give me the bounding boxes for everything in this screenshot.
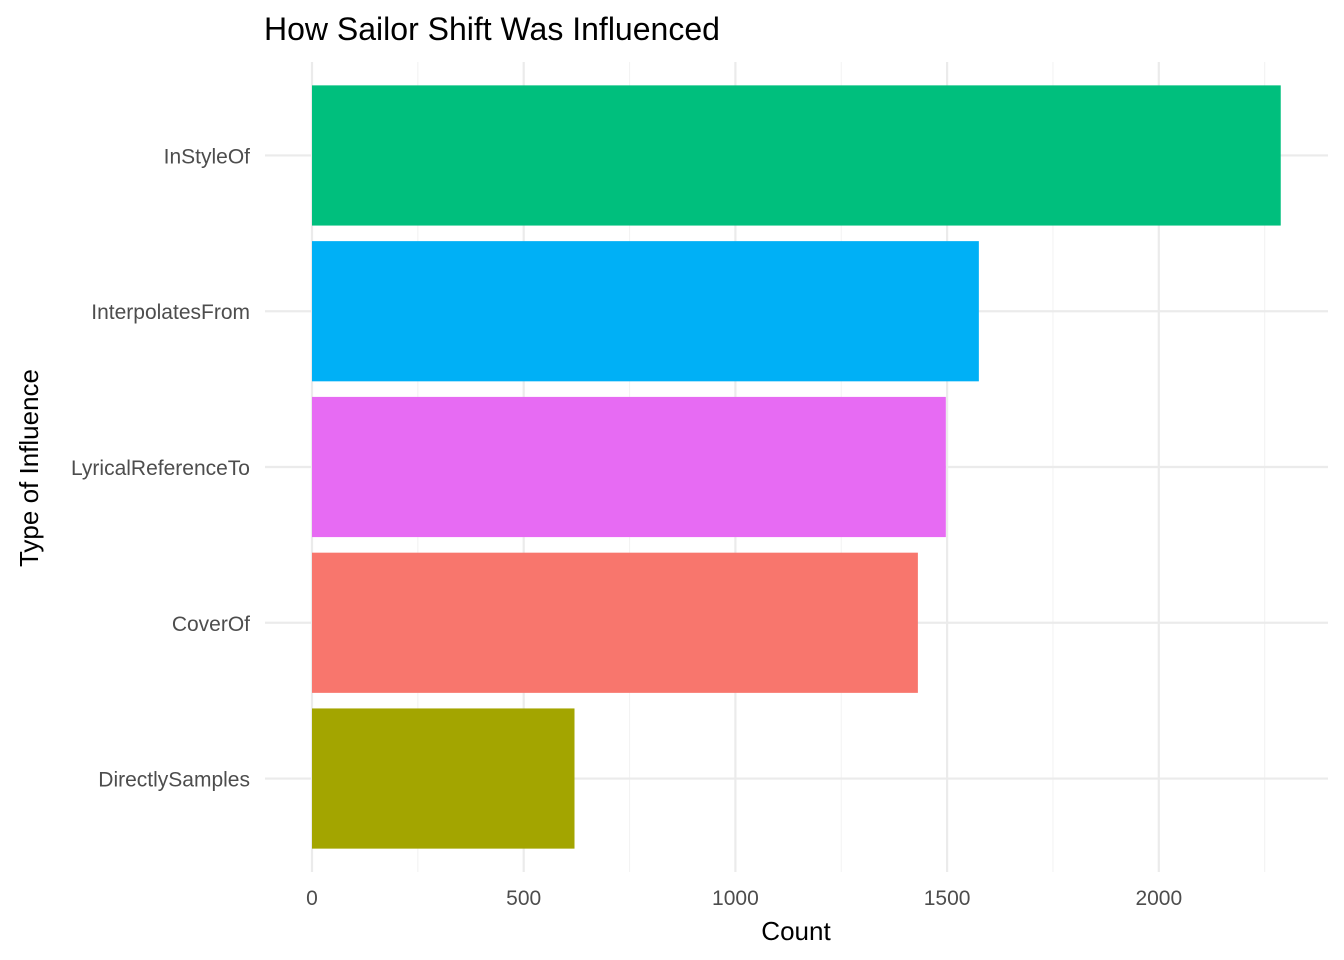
y-tick-label: CoverOf bbox=[172, 613, 250, 636]
chart-title: How Sailor Shift Was Influenced bbox=[264, 11, 720, 47]
bar-InterpolatesFrom bbox=[312, 241, 979, 382]
x-tick-label: 1500 bbox=[924, 887, 971, 910]
y-axis-title: Type of Influence bbox=[14, 369, 44, 567]
bars bbox=[312, 85, 1281, 849]
y-tick-label: LyricalReferenceTo bbox=[71, 457, 250, 480]
bar-LyricalReferenceTo bbox=[312, 396, 946, 538]
y-tick-label: InStyleOf bbox=[164, 145, 251, 168]
y-tick-label: DirectlySamples bbox=[98, 769, 250, 792]
x-tick-label: 0 bbox=[306, 887, 318, 910]
x-tick-label: 500 bbox=[506, 887, 541, 910]
y-tick-labels: InStyleOf InterpolatesFrom LyricalReferenc… bbox=[71, 145, 250, 791]
bar-DirectlySamples bbox=[312, 708, 575, 849]
x-tick-label: 1000 bbox=[712, 887, 759, 910]
y-tick-label: InterpolatesFrom bbox=[91, 301, 250, 324]
bar-CoverOf bbox=[312, 552, 918, 693]
x-tick-label: 2000 bbox=[1135, 887, 1182, 910]
bar-InStyleOf bbox=[312, 85, 1281, 226]
x-axis-title: Count bbox=[761, 916, 831, 946]
x-tick-labels: 0 500 1000 1500 2000 bbox=[306, 887, 1182, 910]
